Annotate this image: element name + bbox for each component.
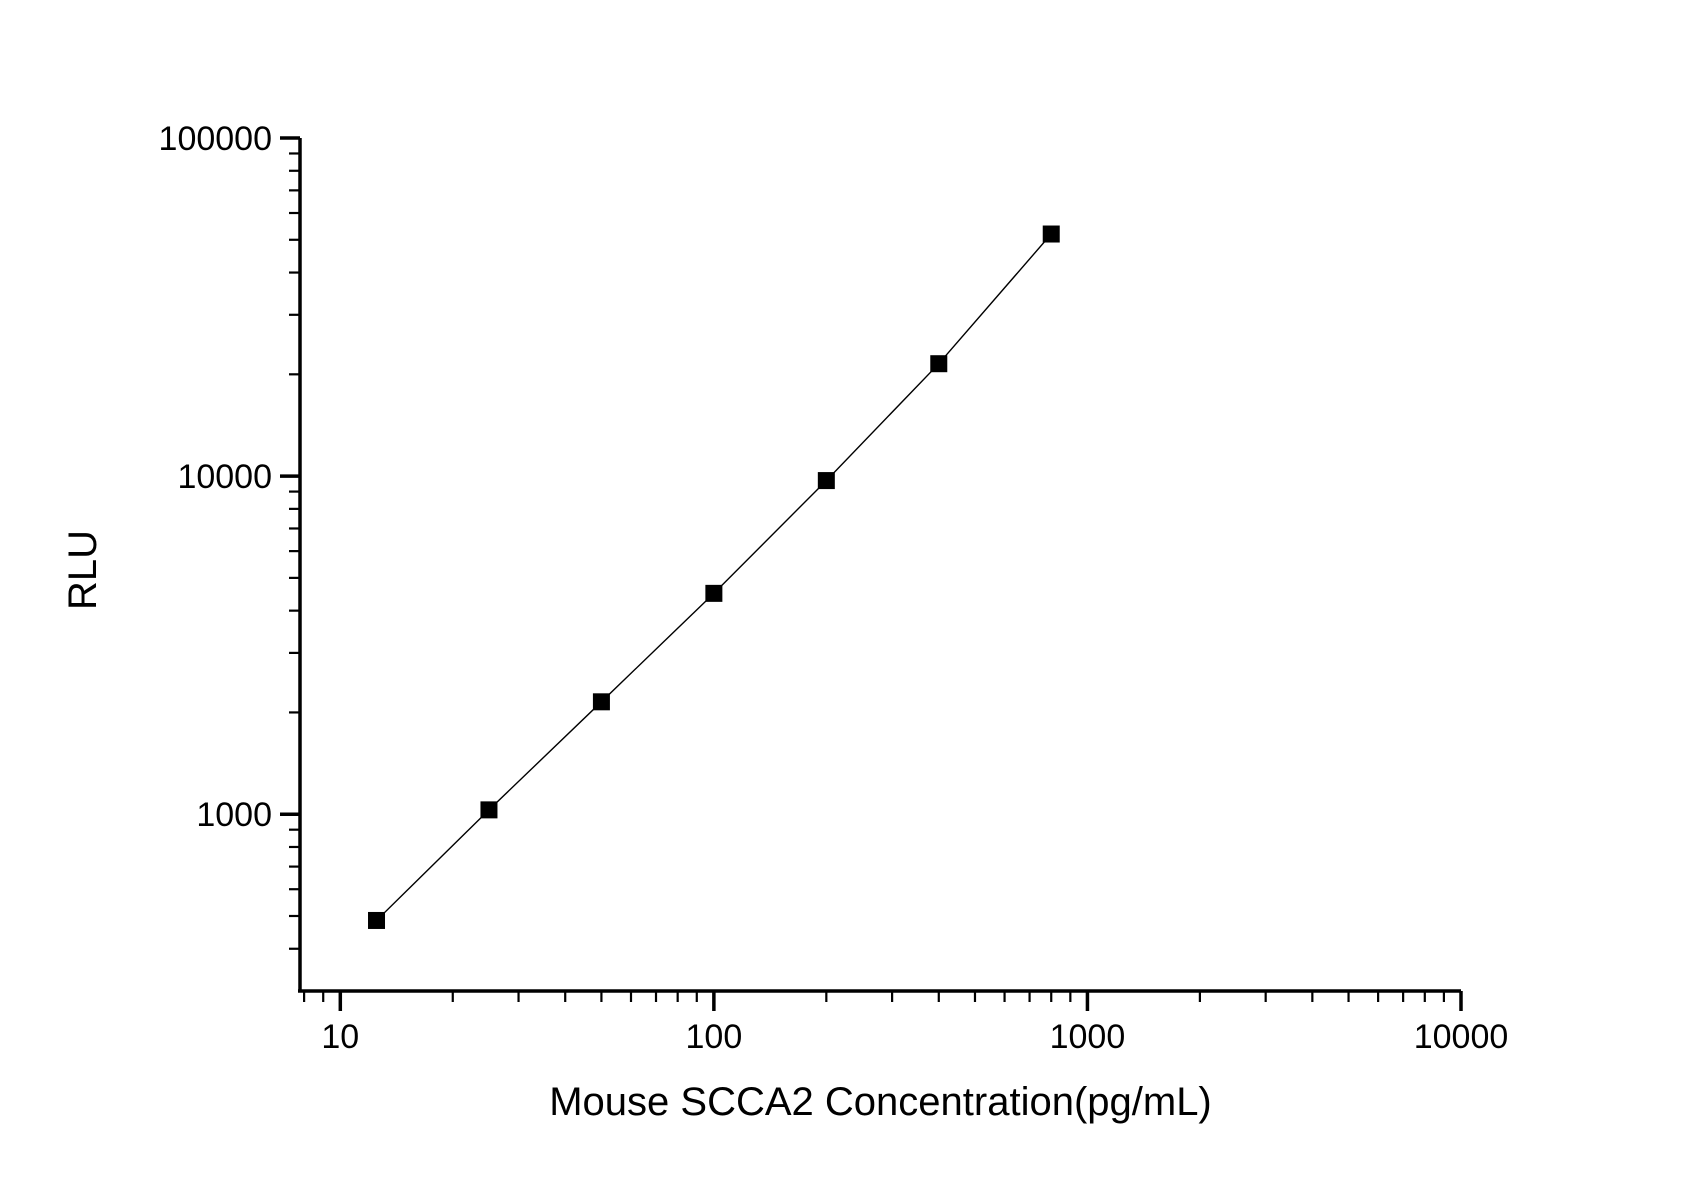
data-point-marker <box>705 584 723 602</box>
series-line <box>376 233 1052 921</box>
x-tick-label: 10000 <box>1414 1018 1509 1056</box>
data-point-marker <box>930 355 948 373</box>
y-axis-title: RLU <box>61 529 105 611</box>
y-tick-label: 1000 <box>196 796 272 834</box>
y-tick-label: 10000 <box>177 458 272 496</box>
x-tick-label: 1000 <box>1050 1018 1126 1056</box>
data-point-marker <box>368 911 386 929</box>
x-axis-title: Mouse SCCA2 Concentration(pg/mL) <box>549 1080 1212 1124</box>
data-point-marker <box>592 693 610 711</box>
x-tick-label: 10 <box>321 1018 359 1056</box>
x-tick-label: 100 <box>686 1018 743 1056</box>
y-tick-label: 100000 <box>159 120 272 158</box>
data-point-marker <box>817 472 835 490</box>
data-point-marker <box>1042 225 1060 243</box>
data-point-marker <box>480 801 498 819</box>
